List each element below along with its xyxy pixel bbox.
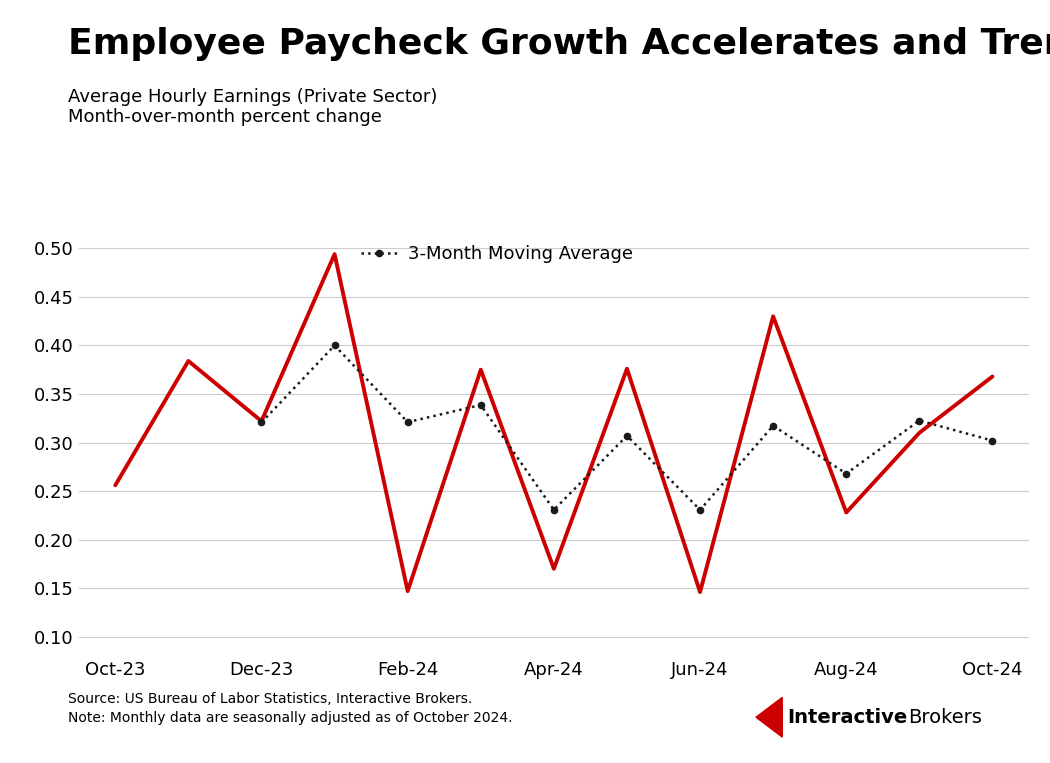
Text: Note: Monthly data are seasonally adjusted as of October 2024.: Note: Monthly data are seasonally adjust… xyxy=(68,711,512,725)
Legend: 3-Month Moving Average: 3-Month Moving Average xyxy=(354,238,639,270)
Text: Source: US Bureau of Labor Statistics, Interactive Brokers.: Source: US Bureau of Labor Statistics, I… xyxy=(68,692,472,706)
Text: Month-over-month percent change: Month-over-month percent change xyxy=(68,108,382,127)
Text: Brokers: Brokers xyxy=(908,708,982,726)
Text: Employee Paycheck Growth Accelerates and Trends Higher: Employee Paycheck Growth Accelerates and… xyxy=(68,27,1050,61)
Text: Average Hourly Earnings (Private Sector): Average Hourly Earnings (Private Sector) xyxy=(68,88,438,106)
Text: Interactive: Interactive xyxy=(788,708,908,726)
